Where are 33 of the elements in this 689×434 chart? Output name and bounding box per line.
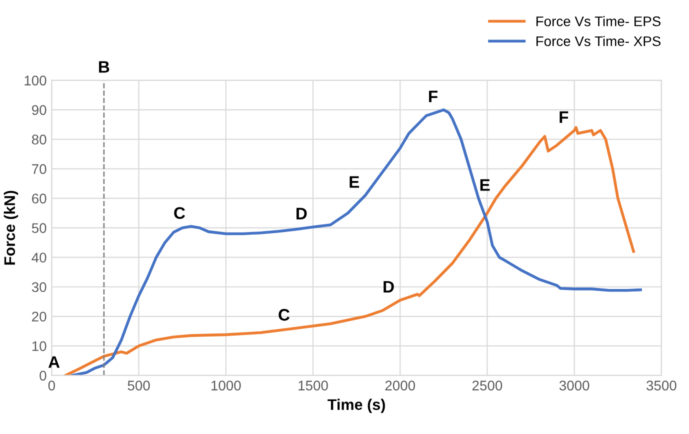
y-tick-label: 50 bbox=[32, 223, 46, 234]
legend-label: Force Vs Time- EPS bbox=[536, 16, 660, 26]
x-tick-label: 1000 bbox=[212, 380, 241, 390]
annotation: A bbox=[48, 356, 60, 368]
y-tick-label: 30 bbox=[32, 282, 46, 292]
y-tick-label: 80 bbox=[32, 134, 46, 144]
x-tick-label: 500 bbox=[128, 380, 150, 390]
y-tick-label: 0 bbox=[40, 370, 46, 381]
y-tick-label: 100 bbox=[24, 76, 46, 86]
y-tick-label: 10 bbox=[32, 341, 46, 352]
y-tick-label: 70 bbox=[32, 164, 46, 174]
ref-line-label: B bbox=[99, 61, 110, 73]
y-tick-label: 90 bbox=[32, 105, 46, 115]
annotation: E bbox=[480, 179, 490, 191]
annotation: C bbox=[174, 207, 186, 219]
y-tick-label: 20 bbox=[32, 312, 46, 322]
x-axis-title: Time (s) bbox=[328, 398, 385, 414]
x-tick-label: 2500 bbox=[472, 380, 502, 390]
annotation: D bbox=[296, 208, 307, 220]
y-tick-label: 60 bbox=[32, 194, 46, 204]
y-axis-title: Force (kN) bbox=[4, 190, 18, 265]
x-tick-label: 3500 bbox=[646, 380, 676, 390]
annotation: F bbox=[560, 111, 568, 123]
annotation: C bbox=[278, 308, 290, 321]
annotation: E bbox=[350, 176, 360, 188]
annotation: D bbox=[384, 281, 394, 293]
x-tick-label: 3000 bbox=[559, 380, 590, 390]
legend-label: Force Vs Time- XPS bbox=[536, 36, 660, 46]
annotation: F bbox=[429, 90, 438, 102]
x-tick-label: 2000 bbox=[385, 380, 416, 390]
y-tick-label: 40 bbox=[32, 252, 46, 263]
x-tick-label: 1500 bbox=[298, 380, 328, 390]
x-tick-label: 0 bbox=[48, 380, 55, 390]
